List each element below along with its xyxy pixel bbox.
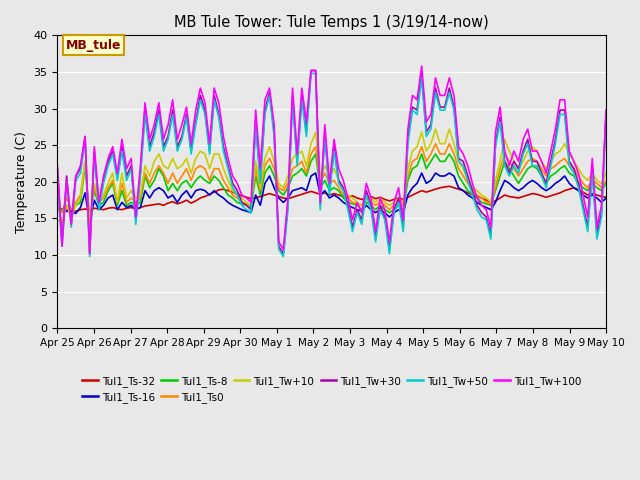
Line: Tul1_Ts-8: Tul1_Ts-8	[58, 154, 606, 220]
Tul1_Ts-16	[205, 192, 213, 198]
Tul1_Tw+100	[593, 225, 601, 230]
Tul1_Ts-16	[173, 200, 181, 205]
Tul1_Tw+100	[362, 180, 370, 186]
Tul1_Tw+30	[496, 115, 504, 120]
Tul1_Tw+30	[593, 232, 601, 238]
Line: Tul1_Ts-16: Tul1_Ts-16	[58, 173, 606, 222]
Tul1_Ts-32	[72, 208, 80, 214]
Tul1_Ts-32	[173, 201, 181, 207]
Tul1_Tw+50	[593, 236, 601, 242]
Legend: Tul1_Ts-32, Tul1_Ts-16, Tul1_Ts-8, Tul1_Ts0, Tul1_Tw+10, Tul1_Tw+30, Tul1_Tw+50,: Tul1_Ts-32, Tul1_Ts-16, Tul1_Ts-8, Tul1_…	[78, 372, 586, 407]
Tul1_Ts-16	[593, 195, 601, 201]
Tul1_Ts-16	[312, 170, 319, 176]
Tul1_Tw+10	[86, 221, 93, 227]
Tul1_Ts0	[441, 151, 449, 157]
Line: Tul1_Ts-32: Tul1_Ts-32	[58, 186, 606, 211]
Tul1_Tw+50	[602, 111, 610, 117]
Tul1_Ts-8	[367, 203, 375, 208]
Title: MB Tule Tower: Tule Temps 1 (3/19/14-now): MB Tule Tower: Tule Temps 1 (3/19/14-now…	[174, 15, 489, 30]
Tul1_Ts0	[431, 141, 439, 147]
Tul1_Ts-32	[593, 192, 601, 198]
Tul1_Ts-32	[445, 183, 453, 189]
Tul1_Tw+30	[307, 68, 315, 73]
Tul1_Ts0	[496, 166, 504, 171]
Tul1_Ts0	[205, 178, 213, 183]
Tul1_Tw+30	[86, 251, 93, 256]
Tul1_Ts-8	[54, 204, 61, 210]
Tul1_Ts-16	[86, 219, 93, 225]
Tul1_Tw+10	[496, 158, 504, 164]
Line: Tul1_Tw+10: Tul1_Tw+10	[58, 129, 606, 224]
Tul1_Tw+100	[441, 93, 449, 98]
Tul1_Tw+100	[86, 251, 93, 256]
Tul1_Tw+50	[441, 107, 449, 113]
Tul1_Ts-16	[367, 207, 375, 213]
Y-axis label: Temperature (C): Temperature (C)	[15, 131, 28, 233]
Tul1_Ts-8	[86, 217, 93, 223]
Tul1_Tw+30	[173, 144, 181, 150]
Tul1_Ts-8	[593, 185, 601, 191]
Line: Tul1_Ts0: Tul1_Ts0	[58, 144, 606, 220]
Tul1_Ts-8	[312, 151, 319, 157]
Tul1_Tw+10	[602, 170, 610, 176]
Tul1_Ts0	[86, 217, 93, 223]
Tul1_Ts-8	[441, 158, 449, 164]
Tul1_Tw+50	[307, 71, 315, 76]
Tul1_Ts-32	[602, 194, 610, 200]
Tul1_Tw+30	[205, 148, 213, 154]
Tul1_Tw+30	[54, 163, 61, 168]
Tul1_Tw+100	[496, 104, 504, 110]
Tul1_Ts-32	[205, 192, 213, 197]
Tul1_Ts0	[593, 180, 601, 186]
Tul1_Tw+30	[441, 104, 449, 110]
Tul1_Ts-32	[54, 204, 61, 210]
Tul1_Tw+10	[593, 178, 601, 183]
Tul1_Tw+50	[86, 254, 93, 260]
Tul1_Tw+10	[441, 141, 449, 147]
Tul1_Ts-32	[436, 185, 444, 191]
Tul1_Ts-16	[441, 173, 449, 179]
Tul1_Ts0	[362, 195, 370, 201]
Tul1_Ts-8	[602, 180, 610, 186]
Tul1_Tw+10	[54, 217, 61, 223]
Tul1_Tw+100	[173, 136, 181, 142]
Tul1_Ts0	[54, 207, 61, 213]
Tul1_Tw+100	[205, 141, 213, 147]
Line: Tul1_Tw+50: Tul1_Tw+50	[58, 73, 606, 257]
Tul1_Ts-16	[602, 195, 610, 201]
Tul1_Tw+50	[54, 180, 61, 186]
Tul1_Tw+30	[367, 203, 375, 208]
Line: Tul1_Tw+100: Tul1_Tw+100	[58, 66, 606, 253]
Tul1_Tw+100	[602, 107, 610, 113]
Tul1_Tw+50	[496, 119, 504, 125]
Tul1_Tw+10	[362, 192, 370, 198]
Tul1_Tw+10	[431, 126, 439, 132]
Tul1_Tw+10	[173, 166, 181, 171]
Tul1_Tw+10	[205, 166, 213, 171]
Tul1_Ts-16	[496, 188, 504, 193]
Tul1_Tw+100	[418, 63, 426, 69]
Tul1_Ts-32	[496, 195, 504, 201]
Tul1_Ts-8	[173, 188, 181, 193]
Tul1_Ts-16	[54, 204, 61, 210]
Tul1_Tw+100	[54, 166, 61, 171]
Tul1_Ts0	[602, 178, 610, 183]
Line: Tul1_Tw+30: Tul1_Tw+30	[58, 71, 606, 253]
Tul1_Ts-8	[496, 173, 504, 179]
Tul1_Ts0	[173, 180, 181, 186]
Tul1_Ts-32	[362, 195, 370, 201]
Tul1_Ts-8	[205, 180, 213, 186]
Tul1_Tw+50	[367, 207, 375, 213]
Tul1_Tw+30	[602, 107, 610, 113]
Text: MB_tule: MB_tule	[66, 38, 121, 51]
Tul1_Tw+50	[205, 151, 213, 157]
Tul1_Tw+50	[173, 148, 181, 154]
